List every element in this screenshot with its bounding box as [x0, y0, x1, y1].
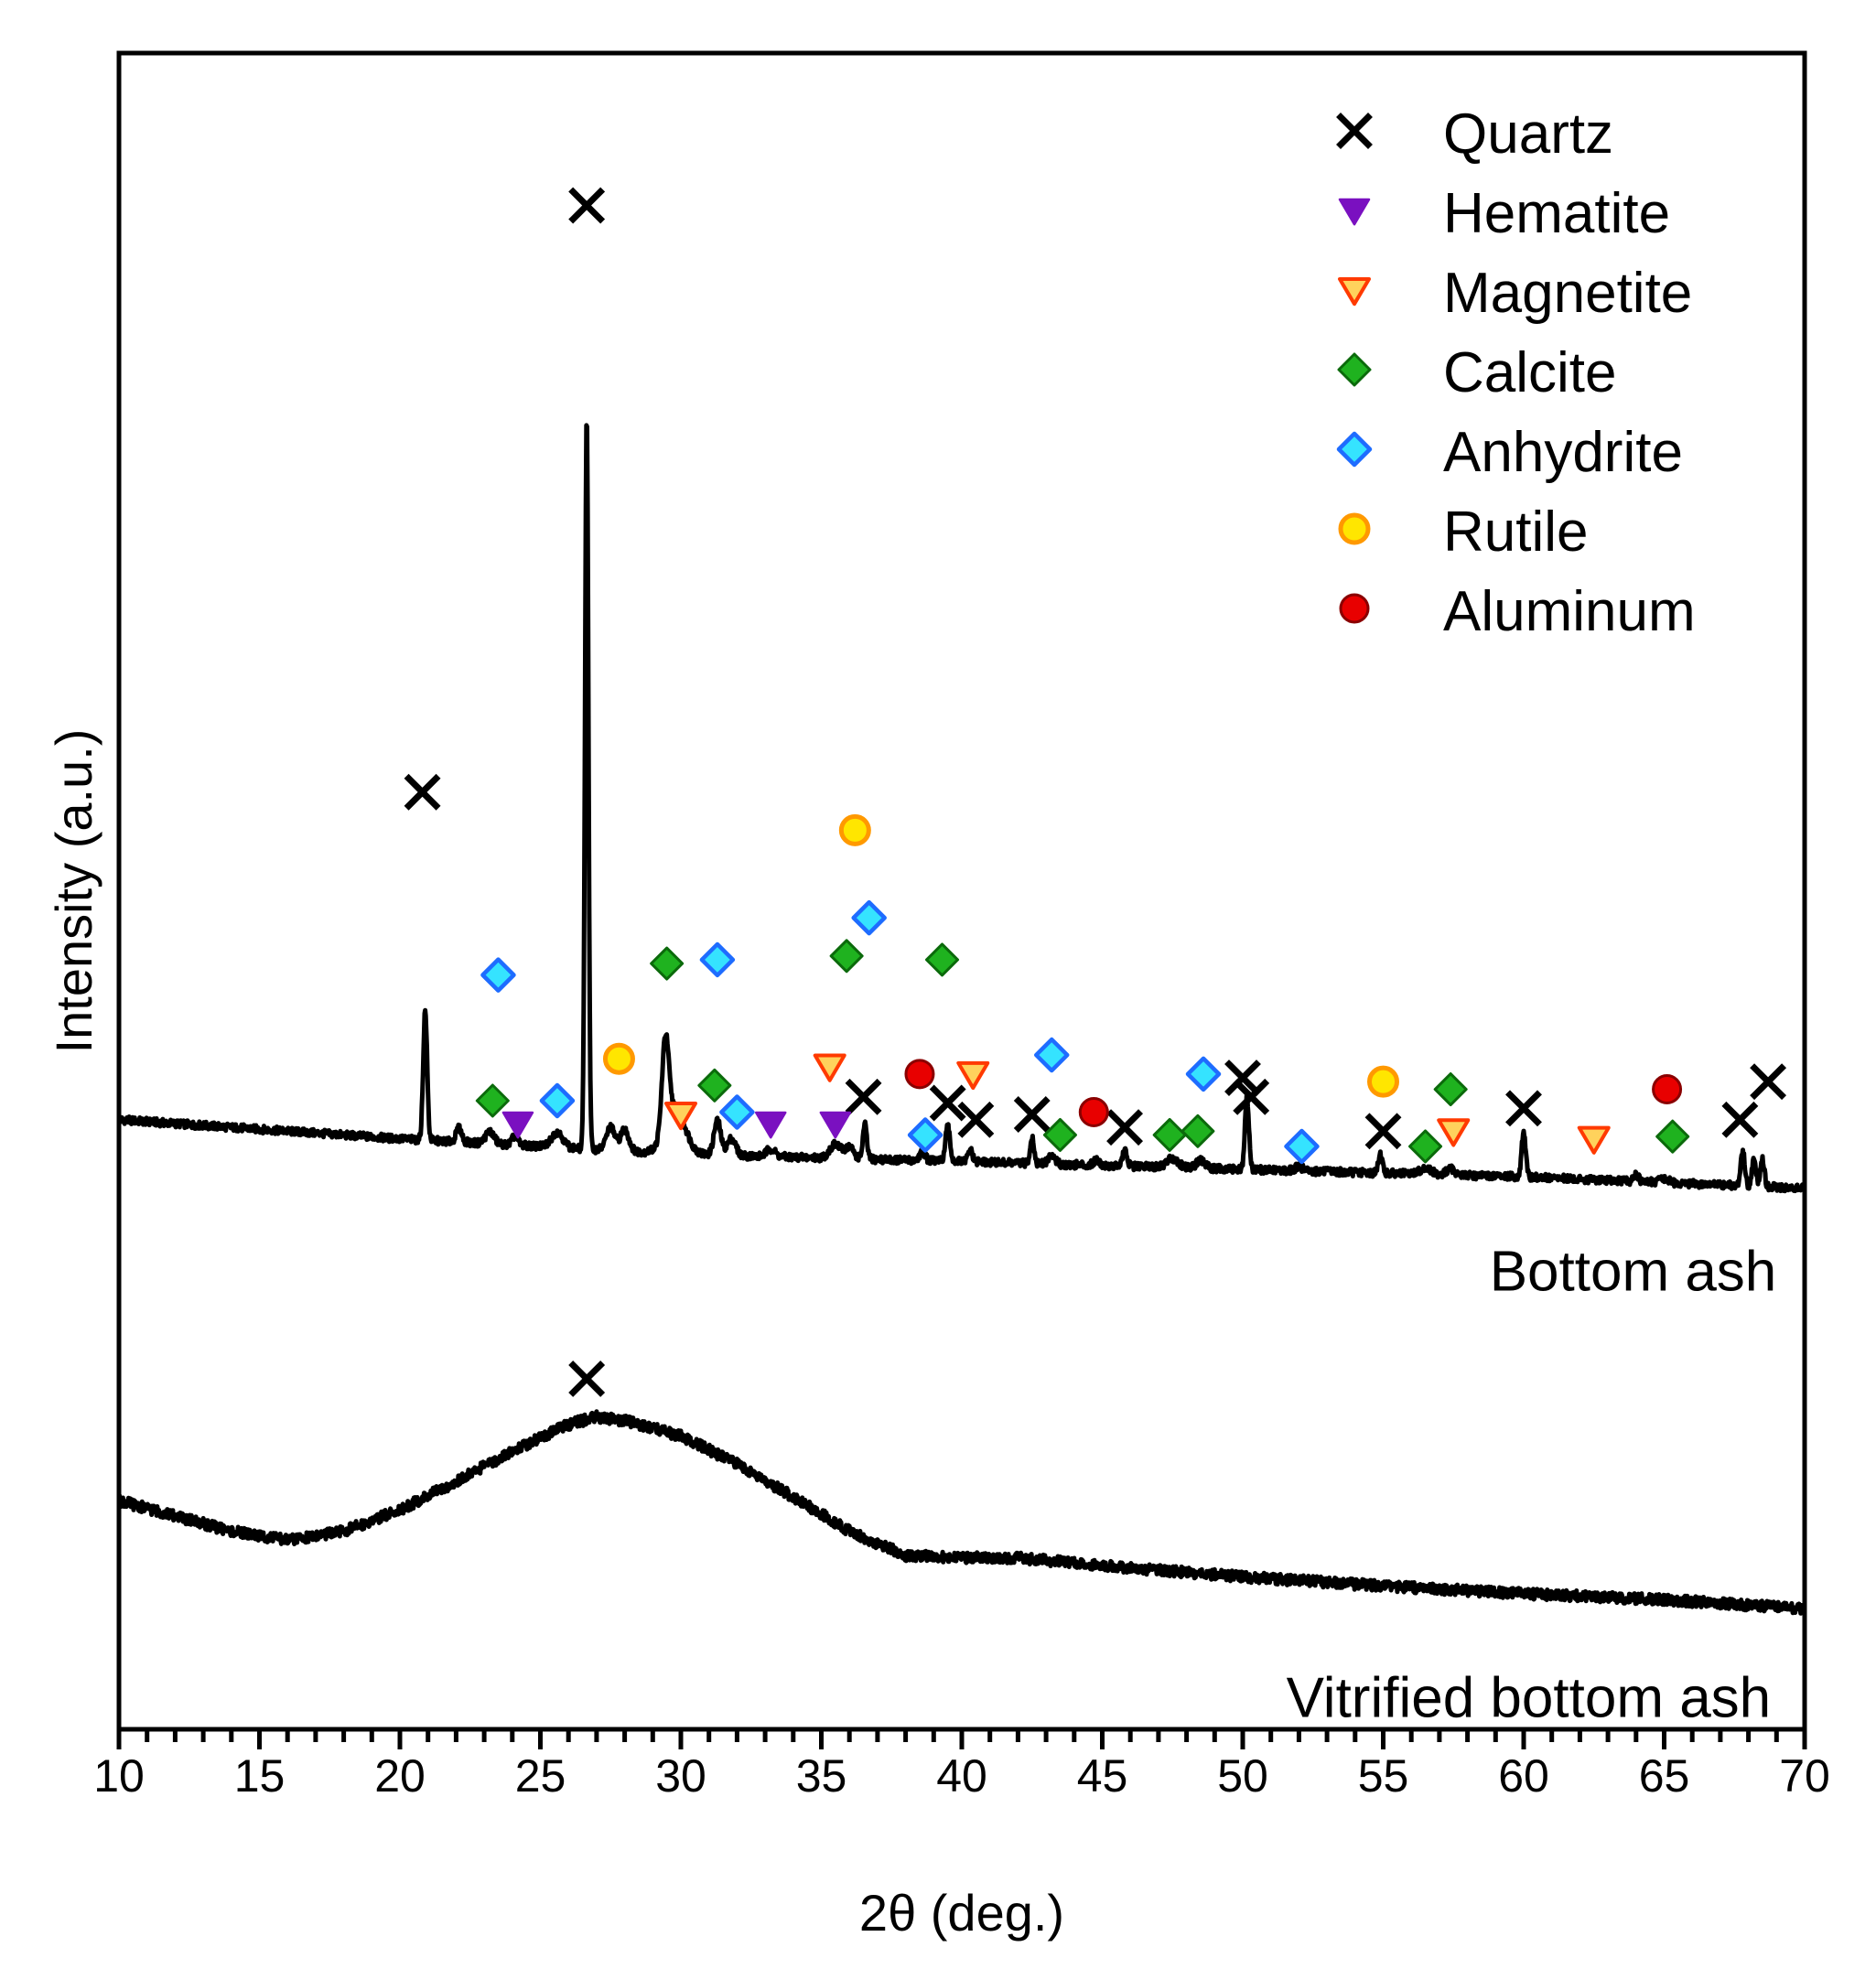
marker-magnetite-3 [1437, 1118, 1471, 1147]
x-tick-label-45: 45 [1077, 1750, 1128, 1802]
marker-anhydrite-6 [1033, 1037, 1070, 1073]
marker-aluminum-2 [1652, 1074, 1683, 1105]
legend-marker-aluminum [1339, 593, 1370, 624]
marker-quartz-0 [404, 773, 441, 811]
marker-anhydrite-3 [719, 1094, 755, 1130]
x-tick-label-50: 50 [1217, 1750, 1268, 1802]
marker-quartz-6 [1013, 1096, 1051, 1133]
legend-label-aluminum: Aluminum [1443, 580, 1696, 643]
marker-anhydrite-7 [1185, 1056, 1222, 1092]
marker-calcite-4 [925, 942, 960, 977]
legend-label-quartz: Quartz [1443, 102, 1613, 166]
x-tick-label-60: 60 [1498, 1750, 1549, 1802]
marker-quartz-12 [1721, 1101, 1759, 1138]
marker-anhydrite-1 [539, 1082, 576, 1119]
marker-calcite-7 [1181, 1114, 1215, 1148]
marker-hematite-1 [754, 1111, 787, 1139]
x-tick-label-35: 35 [796, 1750, 847, 1802]
legend-marker-anhydrite [1336, 431, 1373, 468]
x-tick-label-20: 20 [374, 1750, 426, 1802]
x-tick-label-30: 30 [655, 1750, 706, 1802]
marker-calcite-9 [1433, 1072, 1468, 1107]
marker-calcite-5 [1042, 1117, 1077, 1152]
marker-aluminum-1 [1078, 1096, 1109, 1127]
x-tick-label-25: 25 [515, 1750, 566, 1802]
marker-calcite-0 [475, 1083, 510, 1118]
legend-label-magnetite: Magnetite [1443, 262, 1692, 325]
curve-annotations: Bottom ash Vitrified bottom ash [1287, 1240, 1777, 1729]
legend-marker-rutile [1338, 512, 1371, 545]
marker-calcite-3 [829, 939, 864, 974]
legend-label-rutile: Rutile [1443, 500, 1589, 564]
x-tick-label-70: 70 [1779, 1750, 1830, 1802]
x-tick-label-10: 10 [93, 1750, 145, 1802]
marker-calcite-8 [1408, 1129, 1443, 1164]
marker-anhydrite-8 [1284, 1128, 1320, 1165]
curves-layer [116, 423, 1807, 1616]
marker-rutile-0 [602, 1042, 635, 1075]
x-axis-tick-labels: 10 15 20 25 30 35 40 45 50 55 60 65 70 [93, 1750, 1830, 1802]
curve-bottom-ash [116, 423, 1807, 1194]
marker-quartz-7 [1106, 1109, 1144, 1146]
legend-label-hematite: Hematite [1443, 182, 1670, 245]
marker-calcite-6 [1152, 1117, 1187, 1152]
legend-marker-quartz [1336, 113, 1373, 149]
x-axis-ticks [116, 1729, 1807, 1749]
x-tick-label-55: 55 [1358, 1750, 1409, 1802]
marker-anhydrite-2 [699, 941, 736, 978]
marker-anhydrite-0 [480, 957, 516, 993]
y-axis-title: Intensity (a.u.) [45, 729, 102, 1054]
marker-magnetite-0 [664, 1101, 697, 1131]
marker-calcite-1 [650, 946, 685, 981]
curve-label-bottom-ash: Bottom ash [1490, 1240, 1777, 1303]
curve-vitrified-bottom-ash [116, 1409, 1807, 1616]
marker-quartz-2 [568, 1361, 606, 1397]
marker-quartz-1 [568, 187, 606, 224]
legend-label-anhydrite: Anhydrite [1443, 421, 1683, 484]
legend: Quartz Hematite Magnetite Calcite Anhydrite R… [1336, 102, 1696, 643]
x-tick-label-15: 15 [234, 1750, 286, 1802]
marker-rutile-1 [838, 813, 871, 846]
x-tick-label-40: 40 [936, 1750, 987, 1802]
legend-label-calcite: Calcite [1443, 341, 1617, 404]
marker-anhydrite-4 [851, 899, 887, 936]
marker-hematite-0 [501, 1111, 534, 1139]
marker-calcite-2 [697, 1068, 732, 1103]
legend-marker-hematite [1338, 198, 1371, 226]
marker-quartz-4 [929, 1084, 966, 1122]
legend-marker-magnetite [1338, 277, 1371, 307]
marker-quartz-8 [1224, 1060, 1261, 1096]
x-axis-title: 2θ (deg.) [859, 1884, 1064, 1942]
marker-quartz-5 [957, 1101, 995, 1138]
marker-hematite-2 [819, 1111, 852, 1139]
marker-calcite-10 [1655, 1119, 1690, 1154]
marker-magnetite-1 [813, 1053, 846, 1082]
marker-anhydrite-5 [907, 1117, 943, 1153]
marker-magnetite-2 [956, 1060, 990, 1091]
marker-quartz-9 [1233, 1078, 1270, 1115]
legend-marker-calcite [1337, 352, 1372, 387]
marker-rutile-2 [1367, 1065, 1399, 1098]
marker-magnetite-4 [1577, 1125, 1611, 1155]
phase-markers-layer [404, 187, 1787, 1397]
marker-quartz-13 [1750, 1063, 1787, 1101]
x-tick-label-65: 65 [1639, 1750, 1690, 1802]
marker-aluminum-0 [904, 1059, 935, 1090]
marker-quartz-11 [1505, 1090, 1542, 1127]
marker-quartz-10 [1364, 1113, 1402, 1150]
marker-quartz-3 [845, 1078, 882, 1115]
curve-label-vitrified-bottom-ash: Vitrified bottom ash [1287, 1667, 1772, 1730]
